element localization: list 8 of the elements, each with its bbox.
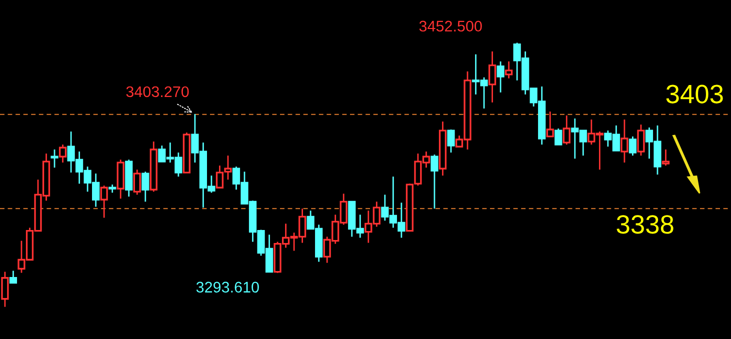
candlestick xyxy=(438,120,447,176)
candlestick xyxy=(488,50,496,104)
ref-line-label: 3338 xyxy=(616,215,674,234)
annotation: 3403.270 xyxy=(126,86,189,98)
candlestick xyxy=(620,118,628,164)
annotation: 3452.500 xyxy=(419,20,482,32)
annotation: 3293.610 xyxy=(196,282,259,293)
ref-line-label: 3403 xyxy=(666,84,723,104)
